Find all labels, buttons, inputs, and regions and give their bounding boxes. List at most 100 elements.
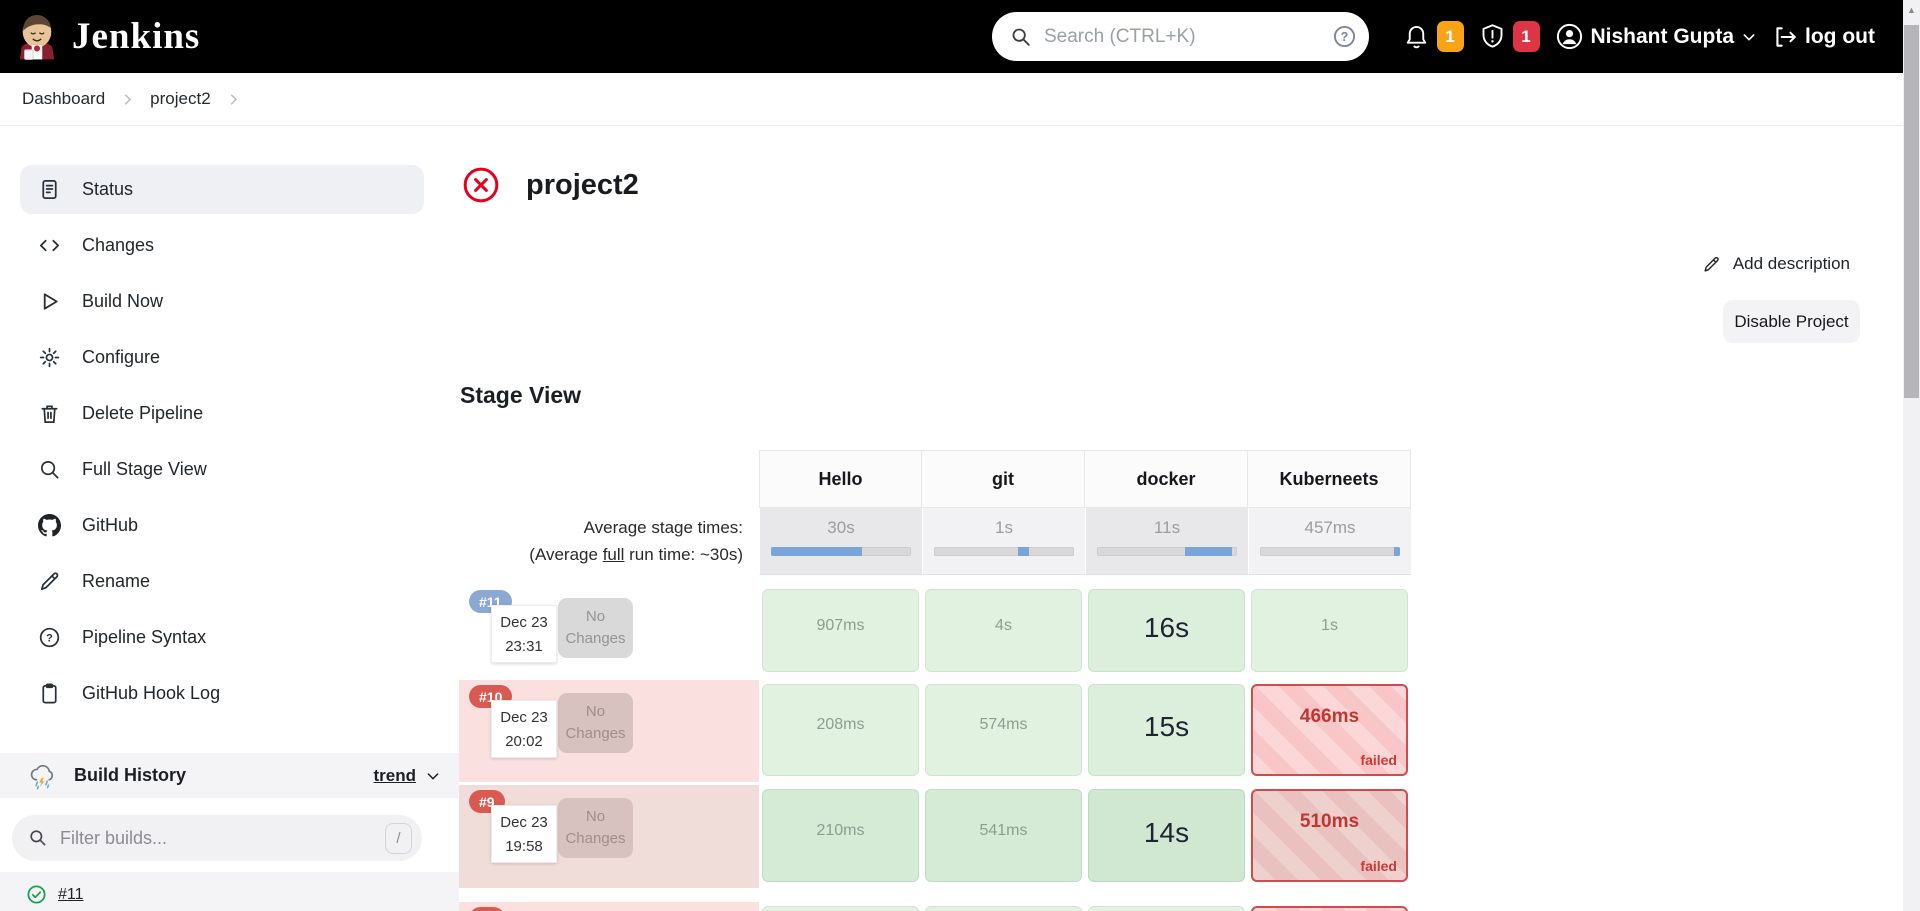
breadcrumb: Dashboard project2 — [0, 73, 1903, 126]
security-warnings-button[interactable]: 1 — [1479, 21, 1540, 52]
stage-cell[interactable]: 210ms — [762, 789, 919, 882]
stage-cell[interactable]: 4s — [925, 589, 1082, 672]
page-scrollbar[interactable]: ▲ — [1903, 0, 1920, 911]
avg-line2: (Average full run time: ~30s) — [529, 544, 743, 564]
build-row: #11 Dec 23 23:31 No Changes 907ms 4s 16s 1… — [459, 585, 1411, 678]
build-changes[interactable]: No Changes — [558, 598, 633, 658]
build-history-trend-link[interactable]: trend — [374, 766, 442, 786]
stage-cell[interactable] — [1088, 906, 1245, 911]
sidebar-item-pipeline-syntax[interactable]: ? Pipeline Syntax — [20, 613, 424, 662]
sidebar-item-github-hook-log[interactable]: GitHub Hook Log — [20, 669, 424, 718]
stage-cell[interactable]: 208ms — [762, 684, 919, 776]
svg-text:?: ? — [46, 632, 53, 644]
build-history-title: Build History — [74, 765, 187, 785]
stage-cell[interactable]: 574ms — [925, 684, 1082, 776]
build-row: #10 Dec 23 20:02 No Changes 208ms 574ms 15… — [459, 680, 1411, 782]
stage-cell[interactable]: 16s — [1088, 589, 1245, 672]
scrollbar-thumb[interactable] — [1904, 25, 1919, 398]
github-octocat-icon — [38, 514, 61, 537]
sidebar-item-label: Rename — [82, 571, 151, 591]
notifications-button[interactable]: 1 — [1403, 21, 1464, 52]
failed-label: failed — [1360, 858, 1397, 874]
user-menu[interactable]: Nishant Gupta — [1555, 22, 1758, 51]
pencil-icon — [1702, 255, 1721, 274]
build-number-badge[interactable]: #8 — [469, 907, 505, 911]
brand-title: Jenkins — [72, 16, 201, 57]
average-stage-time: 11s — [1085, 508, 1248, 575]
stage-cell[interactable]: 907ms — [762, 589, 919, 672]
shield-exclamation-icon — [1479, 23, 1506, 50]
jenkins-butler-logo-icon — [16, 13, 58, 60]
scrollbar-up-arrow[interactable]: ▲ — [1907, 5, 1916, 15]
logout-button[interactable]: log out — [1772, 24, 1875, 50]
stage-cell[interactable]: 1s — [1251, 589, 1408, 672]
clipboard-icon — [38, 682, 61, 705]
magnifier-icon — [38, 458, 61, 481]
sidebar-item-label: Configure — [82, 347, 161, 367]
stage-column-header: Hello — [759, 450, 922, 508]
stage-view-title: Stage View — [460, 382, 582, 408]
search-help-icon[interactable]: ? — [1332, 24, 1357, 49]
build-info-cell: #8 — [459, 902, 759, 911]
average-stage-time: 1s — [922, 508, 1085, 575]
build-link[interactable]: #11 — [58, 885, 84, 903]
build-history-header: Build History trend — [0, 753, 459, 798]
chevron-down-icon — [1741, 29, 1757, 45]
build-date[interactable]: Dec 23 23:31 — [491, 605, 557, 663]
stage-timeline-bar — [934, 547, 1074, 556]
breadcrumb-project2[interactable]: project2 — [150, 89, 211, 108]
search-input[interactable] — [1044, 25, 1320, 48]
stage-cell[interactable] — [762, 906, 919, 911]
stage-cell[interactable]: 15s — [1088, 684, 1245, 776]
jenkins-home-link[interactable]: Jenkins — [16, 0, 200, 73]
build-info-cell: #11 Dec 23 23:31 No Changes — [459, 585, 759, 678]
chevron-right-icon[interactable] — [226, 92, 241, 107]
build-changes[interactable]: No Changes — [558, 798, 633, 858]
document-icon — [38, 178, 61, 201]
trend-label: trend — [373, 765, 417, 785]
build-row-partial: #8 — [459, 902, 1411, 911]
sidebar-item-full-stage-view[interactable]: Full Stage View — [20, 445, 424, 494]
stage-cell[interactable]: 14s — [1088, 789, 1245, 882]
sidebar-item-delete-pipeline[interactable]: Delete Pipeline — [20, 389, 424, 438]
add-description-button[interactable]: Add description — [1702, 254, 1850, 274]
sidebar-item-build-now[interactable]: Build Now — [20, 277, 424, 326]
stage-timeline-bar — [1097, 547, 1237, 556]
build-changes[interactable]: No Changes — [558, 693, 633, 753]
search-box[interactable]: ? — [992, 12, 1369, 61]
sidebar-item-label: GitHub — [82, 515, 139, 535]
sidebar-item-label: Build Now — [82, 291, 164, 311]
disable-project-button[interactable]: Disable Project — [1723, 300, 1860, 343]
play-icon — [38, 290, 61, 313]
average-times-row: Average stage times: (Average full run t… — [459, 508, 1411, 575]
average-stage-time: 30s — [759, 508, 922, 575]
sidebar-item-configure[interactable]: Configure — [20, 333, 424, 382]
chevron-right-icon — [120, 92, 135, 107]
full-run-link[interactable]: full — [602, 544, 625, 564]
sidebar-item-github[interactable]: GitHub — [20, 501, 424, 550]
sidebar-item-changes[interactable]: Changes — [20, 221, 424, 270]
sidebar-item-status[interactable]: Status — [20, 165, 424, 214]
stage-view-table: Hello git docker Kuberneets Average stag… — [459, 450, 1411, 911]
failed-label: failed — [1360, 752, 1397, 768]
stage-cell[interactable] — [925, 906, 1082, 911]
average-stage-time: 457ms — [1248, 508, 1411, 575]
user-name: Nishant Gupta — [1590, 24, 1735, 48]
stage-column-header: git — [922, 450, 1085, 508]
stage-cell[interactable]: 541ms — [925, 789, 1082, 882]
build-date[interactable]: Dec 23 20:02 — [491, 700, 557, 758]
build-history-item[interactable]: #11 — [0, 872, 459, 911]
sidebar-item-rename[interactable]: Rename — [20, 557, 424, 606]
stage-cell-failed[interactable]: 510ms failed — [1251, 789, 1408, 882]
page-title: project2 — [526, 168, 639, 201]
stage-cell-failed[interactable] — [1251, 906, 1408, 911]
build-filter-box[interactable]: / — [12, 815, 422, 861]
build-date[interactable]: Dec 23 19:58 — [491, 805, 557, 863]
chevron-down-icon — [425, 768, 441, 784]
bell-icon — [1403, 23, 1430, 50]
breadcrumb-dashboard[interactable]: Dashboard — [22, 89, 106, 108]
build-filter-input[interactable] — [60, 827, 373, 849]
stage-cell-failed[interactable]: 466ms failed — [1251, 684, 1408, 776]
code-brackets-icon — [38, 234, 61, 257]
